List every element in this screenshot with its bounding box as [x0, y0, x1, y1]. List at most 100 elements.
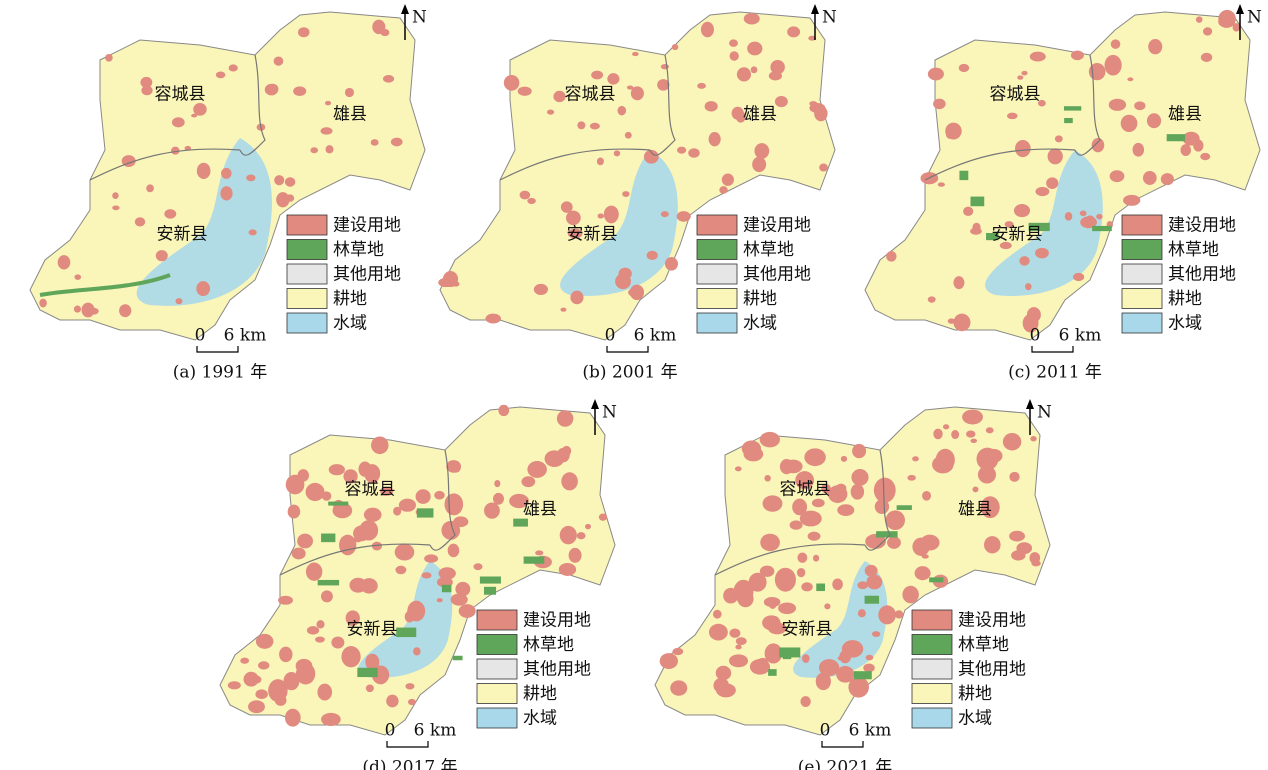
built-up-patch	[958, 63, 970, 73]
built-up-patch	[984, 536, 1001, 554]
built-up-patch	[251, 675, 262, 684]
built-up-patch	[792, 498, 808, 516]
built-up-patch	[1148, 39, 1163, 55]
built-up-patch	[754, 143, 770, 159]
built-up-patch	[818, 659, 840, 677]
built-up-patch	[607, 73, 620, 85]
built-up-patch	[380, 486, 394, 496]
built-up-patch	[1025, 283, 1032, 291]
built-up-patch	[799, 510, 822, 527]
built-up-patch	[815, 672, 831, 691]
scale-bar	[821, 741, 864, 748]
built-up-patch	[175, 298, 183, 305]
built-up-patch	[492, 492, 504, 505]
built-up-patch	[1134, 101, 1146, 111]
built-up-patch	[813, 554, 820, 562]
legend-swatch	[696, 312, 738, 334]
built-up-patch	[735, 644, 742, 650]
built-up-patch	[865, 533, 886, 549]
built-up-patch	[164, 209, 177, 219]
built-up-patch	[1127, 77, 1134, 82]
built-up-patch	[444, 493, 464, 516]
north-label: N	[1037, 403, 1052, 423]
legend-swatch	[286, 288, 328, 309]
built-up-patch	[1017, 75, 1024, 80]
built-up-patch	[1037, 99, 1046, 107]
built-up-patch	[1132, 142, 1145, 157]
forest-patch	[523, 556, 545, 564]
legend-swatch	[696, 288, 738, 309]
built-up-patch	[1123, 194, 1141, 206]
county-label: 雄县	[523, 500, 557, 520]
north-arrow-head	[811, 4, 819, 14]
county-label: 雄县	[333, 105, 367, 125]
built-up-patch	[748, 572, 767, 592]
county-label: 雄县	[743, 105, 777, 125]
built-up-patch	[864, 564, 878, 577]
built-up-patch	[191, 113, 198, 118]
built-up-patch	[863, 663, 875, 673]
built-up-patch	[783, 459, 803, 474]
legend-label: 建设用地	[523, 611, 591, 631]
built-up-patch	[745, 14, 754, 22]
scale-label: 6 km	[849, 721, 892, 741]
scale-label: 0	[1030, 326, 1041, 346]
built-up-patch	[141, 85, 153, 96]
built-up-patch	[1146, 113, 1162, 129]
built-up-patch	[894, 610, 904, 619]
county-label: 容城县	[565, 85, 616, 105]
scale-label: 0	[195, 326, 206, 346]
forest-strip	[39, 273, 171, 297]
built-up-patch	[509, 493, 529, 509]
forest-patch	[1092, 225, 1112, 232]
legend-label: 耕地	[1168, 289, 1202, 309]
built-up-patch	[874, 499, 890, 515]
built-up-patch	[345, 610, 360, 626]
built-up-patch	[759, 431, 780, 448]
built-up-patch	[731, 106, 744, 120]
built-up-patch	[1110, 39, 1121, 49]
built-up-patch	[258, 661, 270, 670]
built-up-patch	[438, 567, 456, 580]
north-label: N	[822, 8, 837, 28]
built-up-patch	[184, 145, 192, 151]
built-up-patch	[371, 541, 383, 551]
built-up-patch	[704, 101, 718, 112]
built-up-patch	[305, 562, 323, 581]
study-area	[654, 406, 1051, 736]
built-up-patch	[985, 427, 994, 434]
county-boundary	[279, 449, 456, 576]
built-up-patch	[74, 274, 82, 280]
county-label: 容城县	[155, 85, 206, 105]
built-up-patch	[937, 182, 945, 187]
built-up-patch	[774, 96, 788, 108]
built-up-patch	[533, 283, 548, 296]
built-up-patch	[484, 502, 500, 519]
built-up-patch	[1009, 530, 1026, 542]
forest-patch	[479, 576, 501, 584]
forest-patch	[1028, 222, 1050, 232]
legend-swatch	[476, 658, 518, 680]
built-up-patch	[285, 474, 305, 495]
legend-label: 林草地	[1168, 240, 1219, 260]
built-up-patch	[447, 543, 460, 558]
scale-label: 6 km	[1059, 326, 1102, 346]
built-up-patch	[984, 448, 1003, 463]
forest-patch	[816, 583, 826, 592]
legend-swatch	[1121, 263, 1163, 285]
built-up-patch	[762, 495, 783, 512]
forest-patch	[1063, 106, 1082, 111]
built-up-patch	[240, 657, 250, 664]
built-up-patch	[1035, 186, 1050, 197]
lake	[358, 561, 453, 678]
forest-patch	[483, 586, 497, 595]
built-up-patch	[801, 582, 813, 592]
built-up-patch	[1029, 552, 1041, 564]
built-up-patch	[268, 679, 288, 703]
built-up-patch	[527, 460, 547, 478]
built-up-patch	[576, 532, 586, 540]
built-up-patch	[1195, 16, 1203, 23]
forest-patch	[853, 671, 872, 680]
